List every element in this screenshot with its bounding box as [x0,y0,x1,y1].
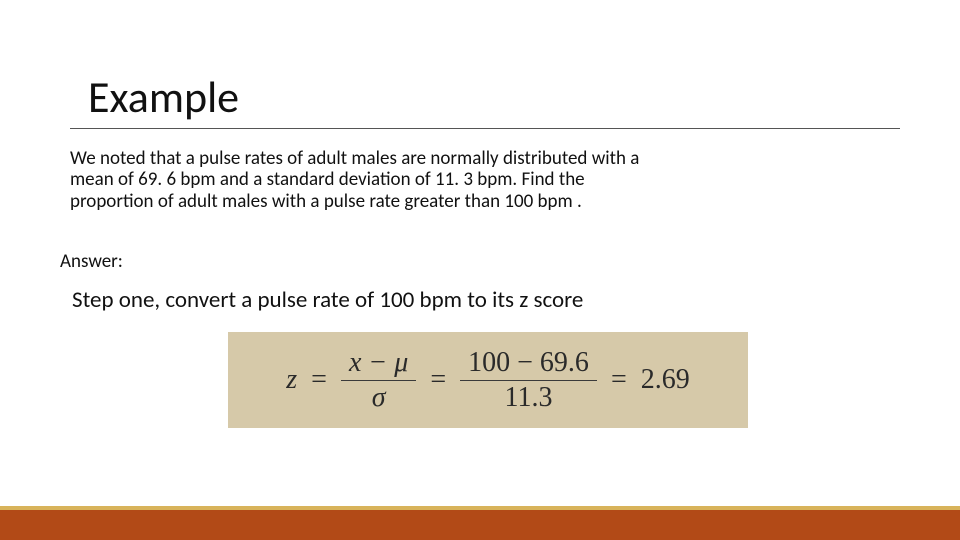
formula-result: 2.69 [641,364,690,396]
slide-title: Example [88,70,239,124]
fraction-numeric-den: 11.3 [497,381,561,412]
fraction-symbolic: x − μ σ [341,348,416,412]
step-one-text: Step one, convert a pulse rate of 100 bp… [72,286,583,314]
title-underline [70,128,900,129]
problem-text: We noted that a pulse rates of adult mal… [70,148,650,212]
zscore-formula: z = x − μ σ = 100 − 69.6 11.3 = 2.69 [286,348,689,412]
accent-bar [0,506,960,540]
equals-2: = [430,364,446,396]
fraction-symbolic-den: σ [364,381,394,412]
formula-lhs: z [286,364,297,396]
fraction-numeric: 100 − 69.6 11.3 [460,348,597,412]
fraction-numeric-num: 100 − 69.6 [460,348,597,380]
formula-box: z = x − μ σ = 100 − 69.6 11.3 = 2.69 [228,332,748,428]
slide: Example We noted that a pulse rates of a… [0,0,960,540]
fraction-symbolic-num: x − μ [341,348,416,380]
equals-3: = [611,364,627,396]
equals-1: = [311,364,327,396]
answer-label: Answer: [60,250,123,273]
